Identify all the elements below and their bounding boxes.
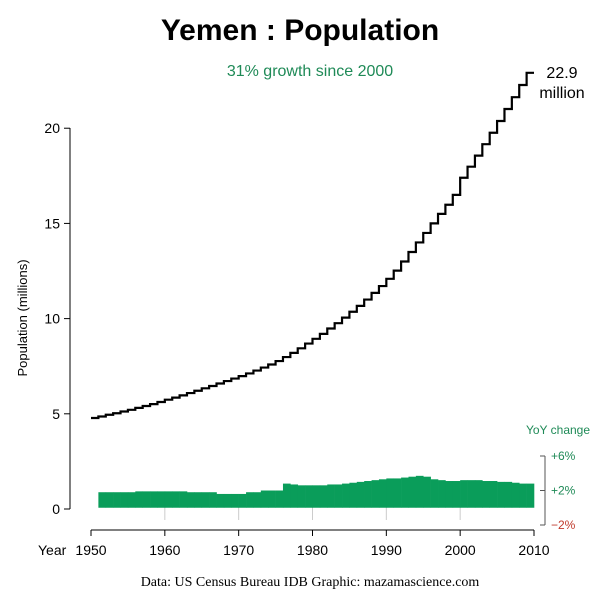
yoy-bar: [246, 492, 254, 508]
x-tick-label: 2000: [445, 542, 476, 558]
yoy-bar: [135, 491, 143, 508]
yoy-bar: [253, 492, 262, 508]
yoy-bar: [275, 490, 284, 508]
yoy-bar: [150, 491, 158, 508]
yoy-tick-label: +2%: [551, 484, 576, 498]
yoy-bar: [127, 492, 136, 508]
chart-subtitle: 31% growth since 2000: [226, 63, 394, 80]
yoy-bar: [282, 483, 291, 508]
yoy-bar: [334, 484, 343, 508]
x-tick-label: 2010: [518, 542, 549, 558]
yoy-bar: [194, 492, 203, 508]
yoy-bar: [482, 481, 490, 508]
x-axis-year-label: Year: [38, 542, 67, 558]
yoy-bar: [460, 480, 468, 508]
yoy-tick-label: −2%: [551, 518, 576, 532]
yoy-bar: [504, 481, 513, 508]
yoy-bar: [209, 492, 217, 508]
yoy-bar: [105, 492, 114, 508]
yoy-bar: [445, 481, 454, 508]
yoy-bar: [364, 481, 372, 508]
yoy-bar: [297, 485, 306, 508]
x-tick-label: 1950: [75, 542, 106, 558]
yoy-bar: [312, 485, 321, 508]
yoy-bar: [238, 493, 247, 508]
yoy-bar: [349, 482, 358, 508]
yoy-bar: [305, 485, 313, 508]
yoy-bar: [415, 475, 424, 508]
gridlines: [164, 507, 461, 520]
x-tick-label: 1970: [223, 542, 254, 558]
y-tick-label: 0: [52, 501, 60, 517]
yoy-bar: [268, 490, 276, 508]
y-tick-label: 10: [44, 311, 60, 327]
yoy-bar: [172, 491, 180, 508]
yoy-bar: [342, 483, 350, 508]
yoy-bar: [497, 481, 505, 508]
yoy-bars: [98, 475, 535, 508]
yoy-bar: [408, 476, 417, 508]
yoy-bar: [113, 492, 121, 508]
yoy-bar: [120, 492, 129, 508]
yoy-bar: [474, 480, 483, 508]
yoy-bar: [186, 492, 195, 508]
yoy-tick-label: +6%: [551, 449, 576, 463]
yoy-bar: [98, 492, 107, 508]
tick-labels: 0 5 10 15 20 1950 1960 1970 1980 1990 2000 2010 +6% +…: [44, 120, 575, 558]
yoy-bar: [290, 484, 299, 508]
population-step-line: [91, 71, 534, 420]
yoy-bar: [201, 492, 210, 508]
yoy-bar: [467, 480, 476, 508]
y-tick-label: 15: [44, 215, 60, 231]
yoy-bar: [438, 480, 446, 508]
chart-caption: Data: US Census Bureau IDB Graphic: maza…: [140, 575, 480, 590]
yoy-bar: [401, 477, 409, 508]
y-tick-label: 20: [44, 120, 60, 136]
end-value-label: 22.9: [546, 65, 577, 82]
yoy-bar: [371, 480, 380, 508]
yoy-bar: [430, 479, 439, 508]
yoy-bar: [393, 478, 402, 508]
yoy-bar: [179, 491, 188, 508]
end-unit-label: million: [539, 85, 584, 102]
x-tick-label: 1980: [297, 542, 328, 558]
chart-title: Yemen : Population: [160, 14, 440, 47]
yoy-bar: [327, 484, 335, 508]
yoy-bar: [356, 481, 365, 508]
yoy-bar: [423, 476, 431, 508]
yoy-bar: [489, 481, 498, 508]
y-axis-label: Population (millions): [15, 259, 30, 376]
yoy-bar: [378, 479, 387, 508]
yoy-panel-title: YoY change: [526, 423, 590, 437]
yoy-bar: [157, 491, 166, 508]
x-tick-label: 1960: [149, 542, 180, 558]
yoy-bar: [386, 478, 395, 508]
yoy-bar: [452, 481, 461, 508]
yoy-bar: [216, 493, 225, 508]
yoy-bar: [519, 483, 527, 508]
yoy-bar: [319, 485, 328, 508]
yoy-bar: [223, 493, 232, 508]
yoy-bar: [260, 490, 269, 508]
yoy-bar: [142, 491, 151, 508]
yoy-bar: [511, 482, 520, 508]
yoy-bar: [231, 493, 239, 508]
axes: [69, 128, 546, 531]
yoy-bar: [526, 483, 535, 508]
y-tick-label: 5: [52, 406, 60, 422]
yoy-bar: [164, 491, 173, 508]
x-tick-label: 1990: [371, 542, 402, 558]
